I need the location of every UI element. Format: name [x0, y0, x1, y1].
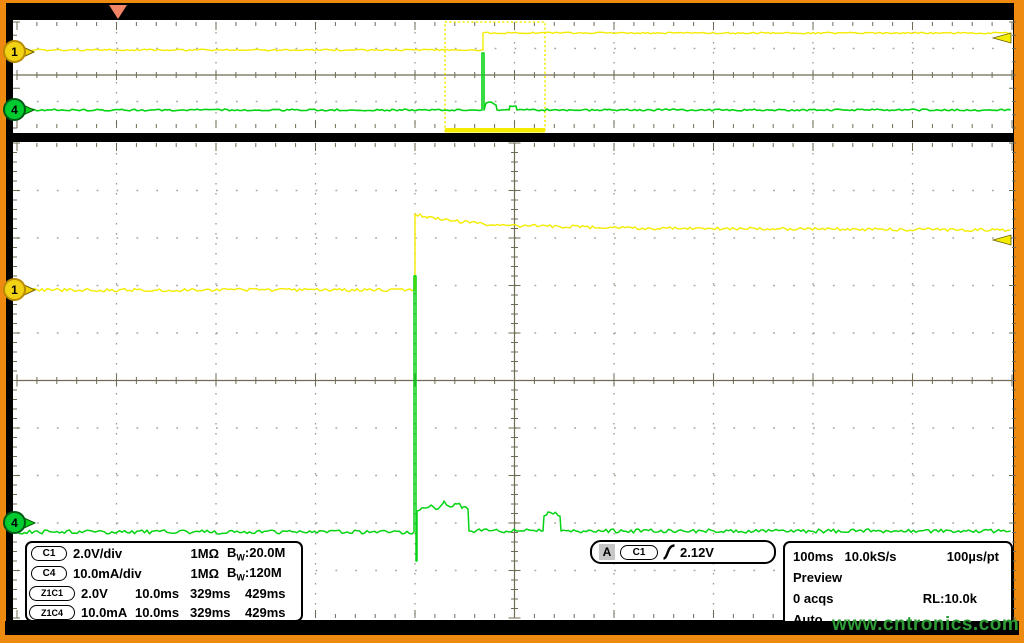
overview-traces	[16, 31, 1011, 112]
c1-bw-b: B	[227, 545, 237, 561]
zoom-window-bottom-bar[interactable]	[445, 128, 545, 133]
channel-row-c1: C1 2.0V/div 1MΩ BW:20.0M	[27, 544, 301, 564]
trigger-readout-box[interactable]: A C1 2.12V	[590, 540, 776, 564]
overview-ref-arrow[interactable]	[991, 32, 1012, 44]
waveform-overview-ch4	[16, 52, 1011, 112]
c1-impedance: 1MΩ	[190, 546, 219, 562]
c4-bw-b: B	[227, 564, 237, 580]
z1c1-scale: 2.0V	[81, 585, 108, 601]
zoom-window-outline[interactable]	[444, 21, 546, 132]
acq-status: Preview	[793, 570, 843, 585]
z1c1-pos1: 329ms	[190, 585, 231, 601]
channel-row-c4: C4 10.0mA/div 1MΩ BW:120M	[27, 564, 301, 584]
acq-row-counts: 0 acqs RL:10.0k	[785, 588, 1011, 609]
rising-edge-icon	[663, 544, 675, 560]
c1-badge[interactable]: C1	[31, 546, 67, 562]
watermark: www.cntronics.com	[832, 614, 1020, 635]
z1c4-badge[interactable]: Z1C4	[29, 605, 75, 621]
c4-scale: 10.0mA/div	[73, 566, 142, 582]
main-ch4-badge[interactable]: 4	[3, 511, 26, 534]
c4-bw-sub: W	[236, 572, 245, 583]
main-traces	[16, 213, 1011, 562]
z1c4-timebase: 10.0ms	[135, 605, 180, 621]
main-graticule	[13, 142, 1016, 619]
z1c1-badge[interactable]: Z1C1	[29, 585, 75, 601]
c1-bw-val: :20.0M	[244, 545, 286, 561]
waveform-main-ch1	[16, 213, 1011, 293]
main-ch1-badge[interactable]: 1	[3, 278, 26, 301]
c4-impedance: 1MΩ	[190, 566, 219, 582]
waveform-main-ch4	[16, 275, 1011, 562]
c4-badge[interactable]: C4	[31, 566, 67, 582]
acq-count: 0 acqs	[793, 591, 834, 606]
z1c4-scale: 10.0mA	[81, 605, 128, 621]
acq-row-timebase: 100ms 10.0kS/s 100µs/pt	[785, 546, 1011, 567]
trigger-source-badge[interactable]: C1	[620, 544, 658, 560]
c4-bw-val: :120M	[244, 564, 282, 580]
overview-ch4-badge[interactable]: 4	[3, 98, 26, 121]
bottom-bar	[5, 621, 1019, 635]
acq-window: 100ms	[793, 549, 834, 564]
trigger-level: 2.12V	[680, 544, 714, 560]
z1c4-pos2: 429ms	[245, 605, 286, 621]
waveform-overview-ch1	[16, 31, 1011, 52]
z1c1-timebase: 10.0ms	[135, 585, 180, 601]
acq-sample-rate: 10.0kS/s	[844, 549, 897, 564]
channel-row-z1c4: Z1C4 10.0mA 10.0ms 329ms 429ms	[27, 603, 301, 623]
z1c4-pos1: 329ms	[190, 605, 231, 621]
acquisition-readout-box[interactable]: 100ms 10.0kS/s 100µs/pt Preview 0 acqs R…	[783, 541, 1013, 629]
trigger-position-marker[interactable]	[109, 5, 127, 19]
acq-record-length: RL:10.0k	[922, 591, 977, 606]
z1c1-pos2: 429ms	[245, 585, 286, 601]
overview-ch1-badge[interactable]: 1	[3, 40, 26, 63]
acq-resolution: 100µs/pt	[946, 549, 999, 564]
overview-panel	[13, 20, 1013, 133]
c1-scale: 2.0V/div	[73, 546, 123, 562]
channel-readout-box[interactable]: C1 2.0V/div 1MΩ BW:20.0M C4 10.0mA/div 1…	[25, 541, 303, 622]
main-ref-arrow[interactable]	[991, 234, 1012, 246]
acq-row-status: Preview	[785, 567, 1011, 588]
trigger-mode-chip: A	[599, 544, 615, 560]
c1-bw-sub: W	[236, 552, 245, 563]
channel-row-z1c1: Z1C1 2.0V 10.0ms 329ms 429ms	[27, 583, 301, 603]
c1-bandwidth: BW:20.0M	[227, 545, 285, 563]
zoom-window[interactable]	[444, 21, 546, 133]
c4-bandwidth: BW:120M	[227, 565, 282, 583]
